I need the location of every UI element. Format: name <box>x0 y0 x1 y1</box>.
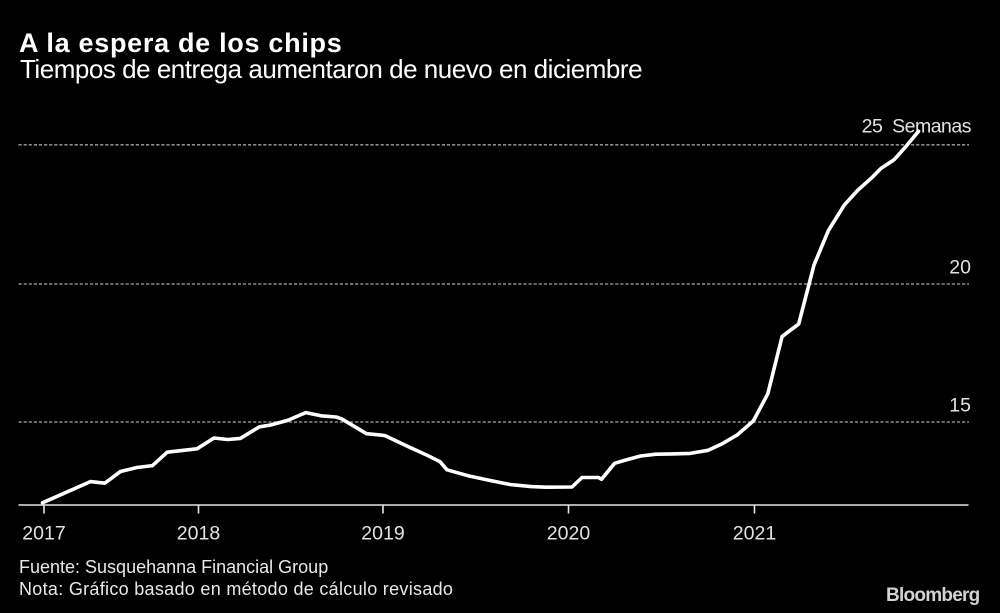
svg-text:2019: 2019 <box>361 523 404 545</box>
svg-text:2021: 2021 <box>733 523 776 545</box>
svg-text:25 Semanas: 25 Semanas <box>862 116 972 138</box>
svg-text:15: 15 <box>949 394 971 416</box>
svg-text:2018: 2018 <box>177 523 220 545</box>
svg-text:2020: 2020 <box>547 523 591 545</box>
svg-text:20: 20 <box>949 256 971 278</box>
svg-text:2017: 2017 <box>22 523 65 545</box>
